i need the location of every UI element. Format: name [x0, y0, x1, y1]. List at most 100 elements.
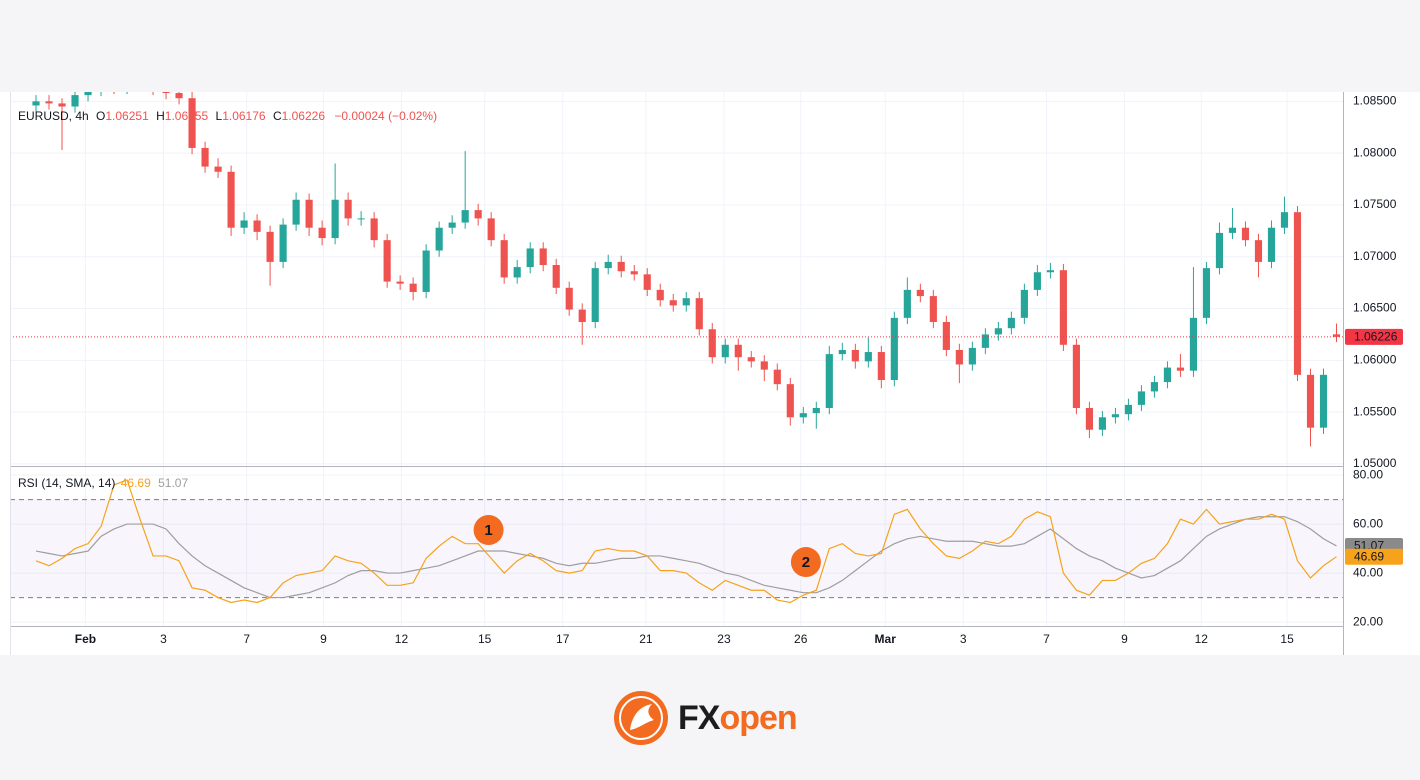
candle-body	[513, 267, 521, 278]
x-tick-label: 7	[1043, 632, 1050, 646]
candle-body	[1111, 414, 1119, 418]
candle-body	[1267, 227, 1276, 262]
candle-body	[162, 92, 170, 94]
candle-body	[578, 309, 586, 322]
rsi-legend: RSI (14, SMA, 14) 46.69 51.07	[18, 476, 188, 490]
logo-text: FXopen	[678, 699, 797, 737]
last-price-label: 1.06226	[1354, 330, 1398, 344]
candle-body	[955, 349, 963, 365]
x-tick-label: Feb	[75, 632, 96, 646]
x-tick-label: 3	[160, 632, 167, 646]
rsi-line	[35, 516, 1337, 599]
candle-body	[84, 92, 92, 96]
candle-body	[1137, 391, 1146, 405]
candle-body	[669, 300, 677, 306]
grid	[10, 92, 1343, 626]
candle-body	[474, 210, 482, 219]
candle-body	[201, 147, 209, 167]
candle-body	[188, 98, 196, 148]
last-price-box	[1345, 328, 1403, 345]
candle-body	[825, 354, 833, 408]
candle-body	[617, 261, 625, 272]
candle-body	[773, 369, 781, 385]
candle-body	[1007, 317, 1015, 329]
x-tick-label: 12	[1195, 632, 1209, 646]
high-value: 1.06355	[165, 109, 209, 123]
low-label: L	[216, 109, 223, 123]
rsi-sma-value: 51.07	[158, 476, 188, 490]
candle-body	[175, 93, 183, 99]
candle-body	[435, 227, 443, 251]
candle-body	[786, 384, 794, 418]
candle-body	[1085, 407, 1093, 430]
candle-body	[591, 268, 599, 322]
candle-body	[760, 361, 768, 370]
candle-body	[214, 166, 222, 172]
y-tick-label: 20.00	[1353, 614, 1383, 628]
close-value: 1.06226	[282, 109, 326, 123]
candle-body	[864, 352, 872, 362]
y-tick-label: 60.00	[1353, 516, 1383, 530]
x-tick-label: 12	[395, 632, 409, 646]
x-tick-label: 9	[1121, 632, 1128, 646]
symbol: EURUSD, 4h	[18, 109, 89, 123]
candle-body	[1033, 272, 1041, 290]
x-tick-label: 26	[794, 632, 808, 646]
annotation-label: 2	[802, 554, 810, 571]
candle-body	[630, 271, 638, 275]
symbol-legend: EURUSD, 4h O1.06251 H1.06355 L1.06176 C1…	[18, 109, 437, 123]
candle-body	[721, 344, 729, 358]
candle-body	[487, 218, 495, 241]
open-label: O	[96, 109, 105, 123]
candle-body	[240, 220, 248, 228]
candle-body	[890, 317, 898, 381]
y-tick-label: 1.06000	[1353, 352, 1397, 366]
x-tick-label: 7	[243, 632, 250, 646]
candle-body	[318, 227, 326, 239]
logo-text-dark: FX	[678, 699, 721, 737]
candle-body	[838, 349, 846, 355]
y-tick-label: 1.08500	[1353, 93, 1397, 107]
y-tick-label: 40.00	[1353, 565, 1383, 579]
candle-body	[396, 281, 404, 284]
y-tick-label: 1.06500	[1353, 301, 1397, 315]
candle-body	[643, 274, 651, 290]
y-tick-label: 1.07500	[1353, 197, 1397, 211]
candle-body	[877, 352, 885, 381]
candle-body	[1306, 374, 1315, 428]
logo: FXopen	[614, 691, 798, 745]
candle-body	[1046, 270, 1054, 273]
x-tick-label: 9	[320, 632, 327, 646]
candle-body	[1228, 227, 1237, 233]
candle-body	[1176, 367, 1185, 371]
rsi-value: 46.69	[121, 476, 151, 490]
rsi-title: RSI (14, SMA, 14)	[18, 476, 115, 490]
candle-body	[916, 289, 924, 297]
annotation-marker	[790, 547, 821, 578]
rsi-band	[10, 499, 1343, 598]
candle-body	[552, 265, 560, 288]
candle-body	[799, 413, 807, 418]
y-tick-label: 1.05500	[1353, 404, 1397, 418]
chart-background	[0, 92, 1420, 655]
change-value: −0.00024 (−0.02%)	[334, 109, 437, 123]
open-value: 1.06251	[105, 109, 149, 123]
candle-body	[149, 86, 156, 89]
x-tick-label: 3	[960, 632, 967, 646]
candle-body	[383, 240, 391, 282]
close-label: C	[273, 109, 282, 123]
candle-body	[110, 86, 117, 88]
candle-body	[45, 101, 53, 104]
rsi-lines	[35, 479, 1337, 604]
candle-body	[1020, 289, 1028, 318]
candle-body	[305, 199, 313, 228]
high-label: H	[156, 109, 165, 123]
candle-body	[409, 283, 417, 292]
candle-body	[58, 103, 66, 107]
logo-icon-ring	[619, 696, 663, 740]
y-tick-label: 1.07000	[1353, 249, 1397, 263]
candle-body	[747, 357, 755, 362]
rsi-price-box	[1345, 548, 1403, 565]
x-tick-label: Mar	[875, 632, 897, 646]
candle-body	[734, 344, 742, 358]
